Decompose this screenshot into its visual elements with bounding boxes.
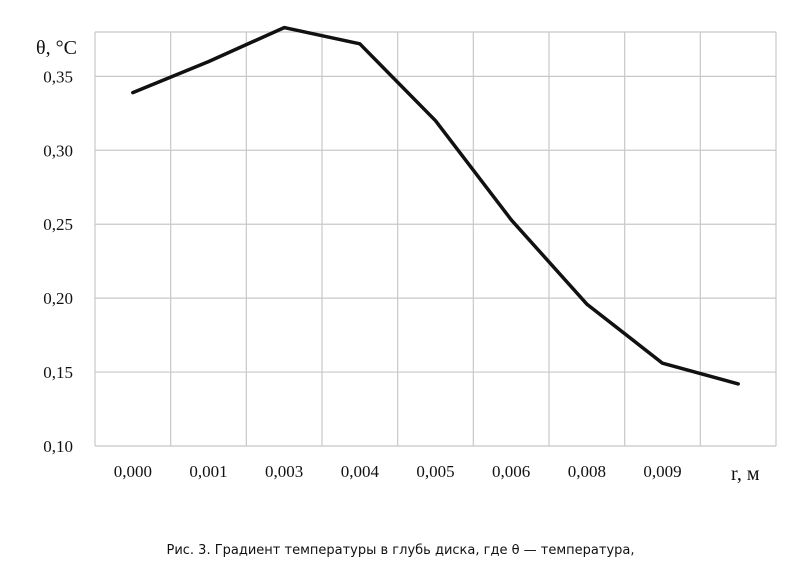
- tick-labels: 0,10 0,15 0,20 0,25 0,30 0,35 0,000 0,001 0,003 0…: [43, 67, 681, 481]
- y-tick-label: 0,10: [43, 437, 73, 456]
- x-tick-label: 0,004: [341, 462, 380, 481]
- x-tick-label: 0,000: [114, 462, 152, 481]
- x-tick-label: 0,006: [492, 462, 530, 481]
- x-axis-label: r, м: [731, 463, 760, 485]
- y-tick-label: 0,25: [43, 215, 73, 234]
- y-tick-label: 0,20: [43, 289, 73, 308]
- x-tick-label: 0,001: [189, 462, 227, 481]
- figure-caption: Рис. 3. Градиент температуры в глубь дис…: [166, 543, 635, 558]
- x-tick-label: 0,009: [643, 462, 681, 481]
- x-tick-label: 0,005: [416, 462, 454, 481]
- x-tick-label: 0,003: [265, 462, 303, 481]
- series-line: [131, 25, 740, 386]
- y-tick-label: 0,35: [43, 67, 73, 86]
- series-layer: [131, 25, 740, 386]
- y-tick-label: 0,15: [43, 363, 73, 382]
- x-tick-label: 0,008: [568, 462, 606, 481]
- y-tick-label: 0,30: [43, 141, 73, 160]
- y-axis-label: θ, °C: [36, 37, 77, 59]
- grid: [94, 31, 777, 447]
